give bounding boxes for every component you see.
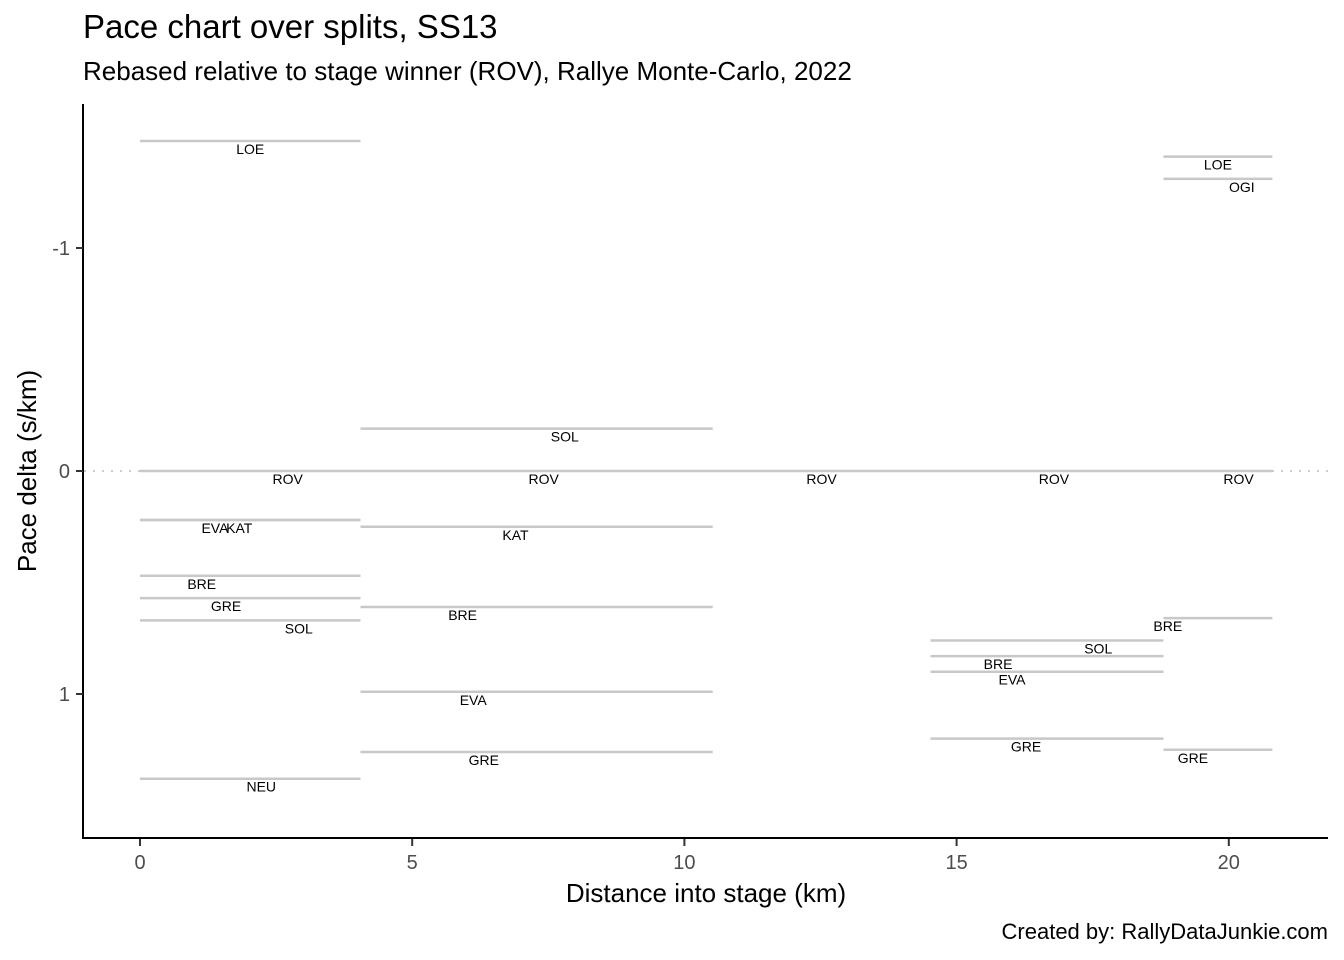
segment-label-rov: ROV <box>528 471 559 487</box>
x-tick-label: 5 <box>407 852 418 874</box>
segment-labels-layer: LOEROVEVAKATBREGRESOLNEUSOLROVKATBREEVAG… <box>187 141 1254 795</box>
y-tick-label: 0 <box>59 461 70 483</box>
chart-title: Pace chart over splits, SS13 <box>83 8 498 45</box>
x-axis-title: Distance into stage (km) <box>566 878 846 908</box>
segment-label-eva: EVA <box>999 672 1027 688</box>
segment-label-gre: GRE <box>469 752 499 768</box>
segment-label-eva: EVA <box>460 692 488 708</box>
x-tick-label: 0 <box>134 852 145 874</box>
segment-label-rov: ROV <box>273 471 304 487</box>
segment-label-gre: GRE <box>211 598 241 614</box>
segment-label-bre: BRE <box>984 656 1013 672</box>
segment-label-gre: GRE <box>1178 750 1208 766</box>
chart-caption: Created by: RallyDataJunkie.com <box>1001 919 1328 944</box>
y-ticks: -1 0 1 <box>52 238 83 706</box>
segment-label-bre: BRE <box>1153 618 1182 634</box>
x-tick-label: 10 <box>673 852 695 874</box>
segment-label-neu: NEU <box>246 779 276 795</box>
segment-label-bre: BRE <box>448 607 477 623</box>
segment-label-bre: BRE <box>187 576 216 592</box>
segment-label-loe: LOE <box>236 141 264 157</box>
x-ticks: 0 5 10 15 20 <box>134 839 1240 874</box>
y-tick-label: 1 <box>59 684 70 706</box>
segment-label-sol: SOL <box>1084 640 1112 656</box>
x-tick-label: 20 <box>1218 852 1240 874</box>
segment-label-rov: ROV <box>1039 471 1070 487</box>
segment-label-ogi: OGI <box>1229 179 1255 195</box>
segment-label-gre: GRE <box>1011 739 1041 755</box>
segment-label-eva: EVA <box>201 520 229 536</box>
segments-layer <box>140 139 1273 780</box>
y-axis-title: Pace delta (s/km) <box>12 370 42 572</box>
chart-subtitle: Rebased relative to stage winner (ROV), … <box>83 56 852 86</box>
segment-label-rov: ROV <box>806 471 837 487</box>
segment-label-sol: SOL <box>551 429 579 445</box>
y-tick-label: -1 <box>52 238 70 260</box>
segment-label-loe: LOE <box>1204 157 1232 173</box>
segment-label-rov: ROV <box>1223 471 1254 487</box>
segment-label-sol: SOL <box>285 620 313 636</box>
segment-label-kat: KAT <box>502 527 529 543</box>
segment-label-kat: KAT <box>226 520 253 536</box>
x-tick-label: 15 <box>945 852 967 874</box>
